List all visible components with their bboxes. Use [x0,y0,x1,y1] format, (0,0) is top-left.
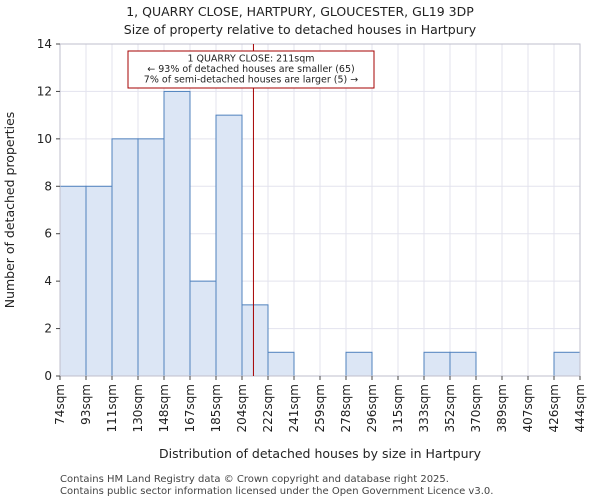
y-tick-label-3: 6 [44,227,52,241]
x-axis-label: Distribution of detached houses by size … [159,446,482,461]
footer-line-2: Contains public sector information licen… [60,486,493,497]
x-tick-label-204sqm: 204sqm [235,384,249,432]
bar-426sqm [553,351,581,377]
x-tick-label-444sqm: 444sqm [573,384,587,432]
bar-352sqm [449,351,477,377]
x-tick-label-222sqm: 222sqm [261,384,275,432]
bar-167sqm [189,280,217,377]
bar-278sqm [345,351,373,377]
x-tick-label-130sqm: 130sqm [131,384,145,432]
x-tick-label-167sqm: 167sqm [183,384,197,432]
footer-line-1: Contains HM Land Registry data © Crown c… [60,474,449,485]
annotation-line-3: 7% of semi-detached houses are larger (5… [144,75,358,86]
x-tick-label-148sqm: 148sqm [157,384,171,432]
x-tick-label-278sqm: 278sqm [339,384,353,432]
x-tick-label-370sqm: 370sqm [469,384,483,432]
bar-111sqm [111,138,139,377]
bar-222sqm [267,351,295,377]
y-tick-label-4: 8 [44,179,52,193]
bar-148sqm [163,90,191,377]
y-axis-label: Number of detached properties [2,112,17,309]
chart-title: 1, QUARRY CLOSE, HARTPURY, GLOUCESTER, G… [126,4,474,19]
x-tick-label-185sqm: 185sqm [209,384,223,432]
x-tick-label-241sqm: 241sqm [287,384,301,432]
x-tick-label-296sqm: 296sqm [365,384,379,432]
annotation-box [127,50,375,89]
bar-204sqm [241,304,269,377]
x-tick-label-333sqm: 333sqm [417,384,431,432]
x-tick-label-352sqm: 352sqm [443,384,457,432]
x-tick-label-407sqm: 407sqm [521,384,535,432]
y-tick-label-5: 10 [37,132,52,146]
y-tick-label-0: 0 [44,369,52,383]
y-tick-label-6: 12 [37,84,52,98]
annotation-line-2: ← 93% of detached houses are smaller (65… [147,64,354,75]
bar-130sqm [137,138,165,377]
y-tick-label-2: 4 [44,274,52,288]
bar-93sqm [85,185,113,377]
y-tick-label-1: 2 [44,322,52,336]
x-tick-label-111sqm: 111sqm [105,384,119,432]
bar-185sqm [215,114,243,377]
x-tick-label-389sqm: 389sqm [495,384,509,432]
x-tick-label-93sqm: 93sqm [79,384,93,425]
chart-subtitle: Size of property relative to detached ho… [124,22,477,37]
bar-74sqm [59,185,87,377]
x-tick-label-315sqm: 315sqm [391,384,405,432]
x-tick-label-74sqm: 74sqm [53,384,67,425]
bar-333sqm [423,351,451,377]
x-tick-label-426sqm: 426sqm [547,384,561,432]
plot-area: 0 2 4 6 8 10 12 14 74sqm 93sqm 111sqm 130sqm 148sqm 1… [37,37,587,432]
y-tick-label-7: 14 [37,37,52,51]
annotation-line-1: 1 QUARRY CLOSE: 211sqm [187,54,314,65]
x-tick-label-259sqm: 259sqm [313,384,327,432]
